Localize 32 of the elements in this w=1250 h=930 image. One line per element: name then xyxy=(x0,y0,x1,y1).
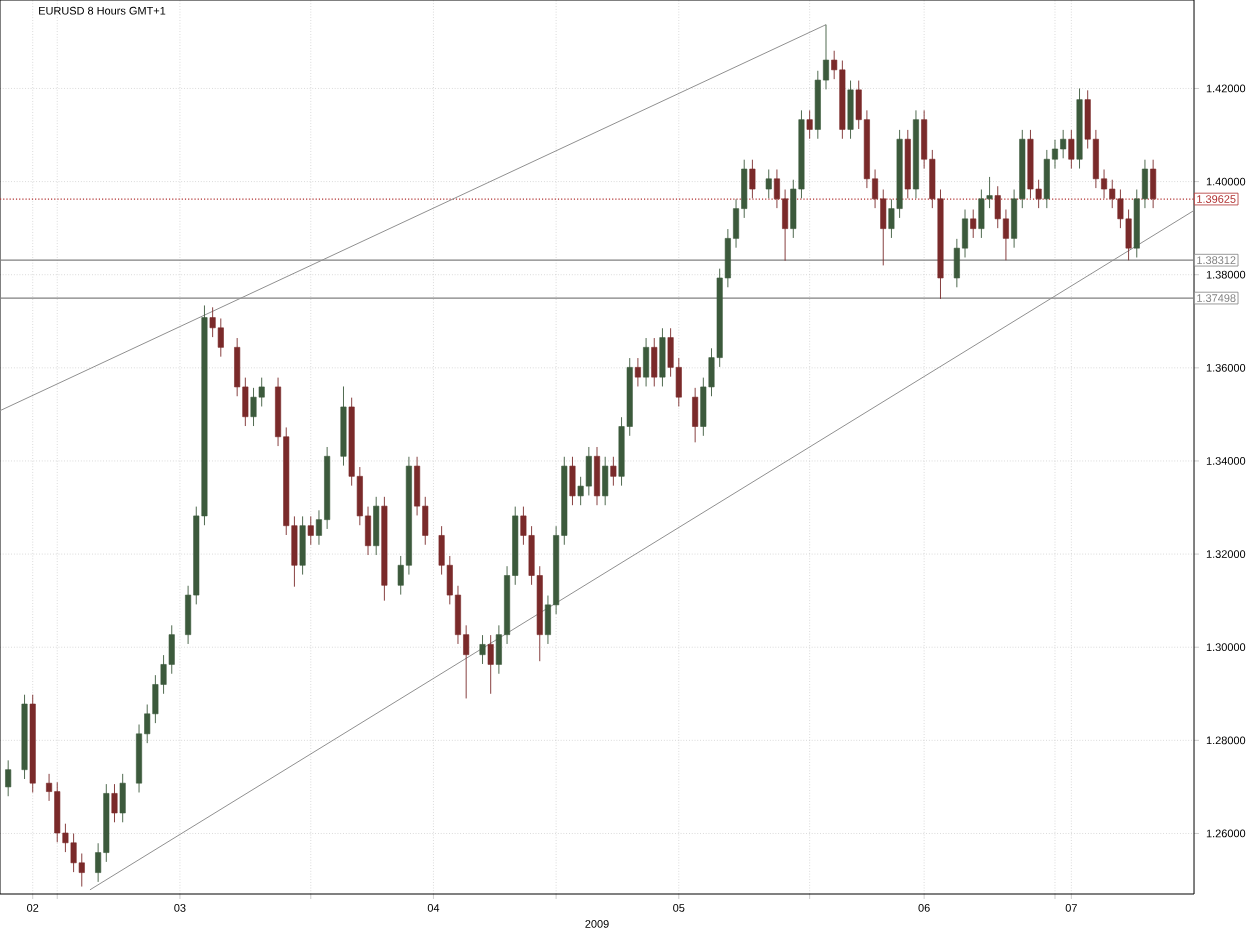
candlestick xyxy=(119,773,126,823)
candlestick xyxy=(250,387,257,427)
candlestick xyxy=(643,337,650,387)
candlestick xyxy=(217,318,224,358)
candlestick xyxy=(978,189,985,239)
candlestick xyxy=(1060,129,1067,159)
candlestick xyxy=(847,80,854,140)
candlestick xyxy=(634,357,641,387)
candlestick xyxy=(111,783,118,823)
candlestick xyxy=(602,456,609,506)
candlestick xyxy=(749,159,756,199)
candlestick xyxy=(299,515,306,576)
candlestick xyxy=(307,515,314,546)
candlestick xyxy=(692,387,699,443)
candlestick xyxy=(479,634,486,665)
candlestick xyxy=(373,496,380,556)
candlestick xyxy=(594,446,600,506)
candlestick xyxy=(765,169,772,199)
candlestick xyxy=(610,456,617,487)
candlestick xyxy=(487,634,494,695)
candlestick xyxy=(569,456,576,506)
candlestick xyxy=(585,446,592,496)
candlestick xyxy=(806,109,813,140)
candlestick xyxy=(970,209,977,239)
candlestick xyxy=(5,759,12,797)
candlestick xyxy=(1150,159,1157,209)
candlestick xyxy=(651,337,658,387)
candlestick xyxy=(70,833,77,873)
candlestick xyxy=(54,781,61,843)
candlestick xyxy=(659,327,666,387)
candlestick xyxy=(1043,149,1050,209)
candlestick xyxy=(1068,129,1075,169)
